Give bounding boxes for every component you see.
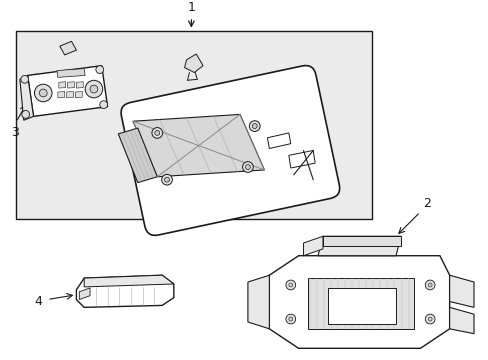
FancyBboxPatch shape (121, 66, 339, 235)
Text: 3: 3 (11, 126, 19, 139)
Circle shape (162, 174, 172, 185)
Circle shape (249, 121, 260, 131)
Text: 4: 4 (34, 295, 42, 308)
Circle shape (288, 317, 292, 321)
Circle shape (425, 280, 434, 290)
Polygon shape (75, 91, 82, 98)
Polygon shape (449, 275, 473, 307)
Circle shape (285, 280, 295, 290)
Bar (16, 31, 371, 219)
Circle shape (288, 283, 292, 287)
Polygon shape (118, 128, 157, 183)
Circle shape (90, 85, 98, 93)
Polygon shape (327, 288, 395, 324)
Polygon shape (84, 275, 174, 287)
Polygon shape (288, 150, 314, 168)
Circle shape (252, 124, 257, 129)
Polygon shape (184, 54, 203, 72)
Polygon shape (60, 41, 76, 55)
Circle shape (245, 165, 250, 170)
Text: 1: 1 (187, 1, 195, 14)
Polygon shape (67, 82, 74, 88)
Circle shape (39, 89, 47, 97)
Circle shape (96, 66, 103, 73)
Polygon shape (20, 76, 34, 120)
Circle shape (425, 314, 434, 324)
Polygon shape (58, 91, 64, 98)
Polygon shape (317, 236, 400, 256)
Polygon shape (79, 288, 90, 300)
Polygon shape (66, 91, 73, 98)
Polygon shape (247, 275, 269, 329)
Circle shape (22, 111, 30, 118)
Polygon shape (76, 82, 83, 88)
Polygon shape (449, 307, 473, 334)
Polygon shape (322, 236, 400, 246)
Polygon shape (76, 275, 174, 307)
Circle shape (21, 76, 29, 83)
Circle shape (152, 127, 163, 138)
Circle shape (155, 130, 160, 135)
Circle shape (85, 80, 102, 98)
Polygon shape (269, 256, 449, 348)
Circle shape (427, 317, 431, 321)
Polygon shape (303, 236, 322, 256)
Polygon shape (28, 66, 107, 116)
Text: 2: 2 (423, 197, 430, 210)
Circle shape (285, 314, 295, 324)
Polygon shape (133, 114, 264, 177)
Circle shape (35, 84, 52, 102)
Circle shape (427, 283, 431, 287)
Circle shape (164, 177, 169, 182)
Circle shape (100, 101, 107, 109)
Circle shape (242, 162, 253, 172)
Polygon shape (267, 133, 290, 149)
Polygon shape (59, 82, 65, 88)
Polygon shape (57, 69, 85, 77)
Polygon shape (308, 278, 413, 329)
